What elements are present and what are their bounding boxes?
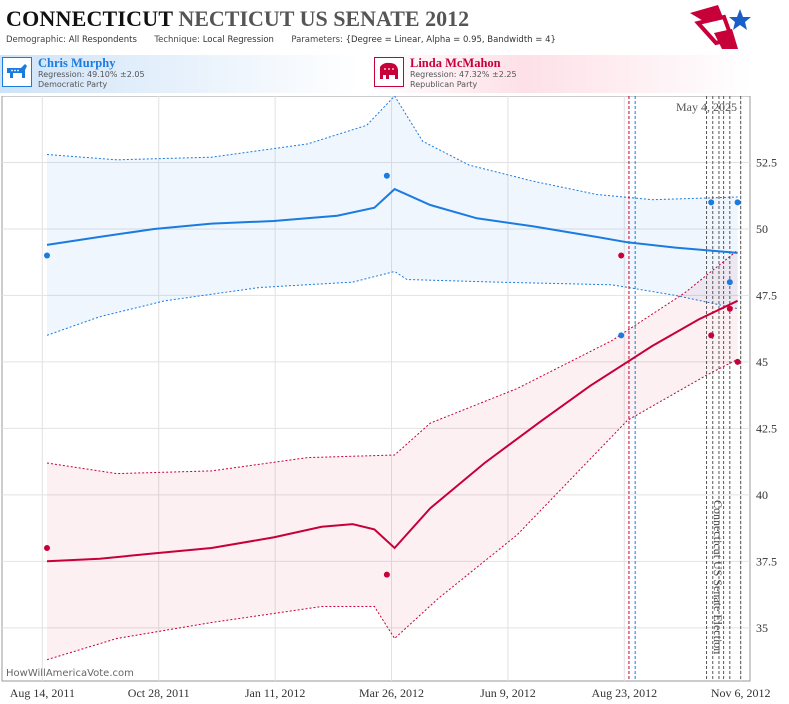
- technique-value: Local Regression: [202, 35, 274, 45]
- title-race: NECTICUT US SENATE 2012: [178, 6, 470, 31]
- parameters-row: Demographic: All Respondents Technique: …: [6, 35, 556, 45]
- x-tick-label: Oct 28, 2011: [128, 686, 190, 700]
- candidate-party: Republican Party: [410, 80, 478, 89]
- x-tick-label: Aug 23, 2012: [591, 686, 657, 700]
- elephant-icon: [374, 57, 404, 87]
- x-tick-label: Jan 11, 2012: [245, 686, 306, 700]
- site-logo-icon: [690, 5, 751, 49]
- candidate-name: Chris Murphy: [38, 56, 116, 70]
- lower-bound-line: [46, 270, 738, 336]
- y-tick-label: 40: [756, 488, 768, 502]
- x-tick-label: Aug 14, 2011: [10, 686, 75, 700]
- title-state: CONNECTICUT: [6, 6, 174, 31]
- poll-point: [726, 305, 733, 312]
- candidate-regression: Regression: 49.10% ±2.05: [38, 70, 145, 79]
- x-tick-label: Jun 9, 2012: [480, 686, 536, 700]
- y-tick-label: 45: [756, 355, 768, 369]
- demographic-label: Demographic:: [6, 35, 67, 45]
- x-tick-label: Nov 6, 2012: [711, 686, 771, 700]
- y-tick-label: 50: [756, 222, 768, 236]
- poll-point: [726, 279, 733, 286]
- y-tick-label: 42.5: [756, 421, 777, 435]
- parameters-label: Parameters:: [291, 35, 343, 45]
- election-line-label: Connecticut US Senate Election: [711, 500, 725, 655]
- poll-chart: Aug 14, 2011 Oct 28, 2011 Jan 11, 2012 Mar …: [1, 96, 777, 700]
- candidate-name: Linda McMahon: [410, 56, 501, 70]
- poll-point: [44, 252, 51, 259]
- candidate-legend: Chris Murphy Regression: 49.10% ±2.05 De…: [0, 55, 751, 95]
- chart-title: CONNECTICUT NECTICUT US SENATE 2012: [6, 6, 706, 34]
- poll-point: [383, 571, 390, 578]
- trend-line: [46, 299, 739, 563]
- site-credit: HowWillAmericaVote.com: [6, 668, 134, 679]
- donkey-icon: [2, 57, 32, 87]
- x-tick-label: Mar 26, 2012: [359, 686, 424, 700]
- upper-bound-line: [46, 96, 738, 201]
- poll-point: [383, 172, 390, 179]
- demographic-value: All Respondents: [68, 35, 137, 45]
- upper-bound-line: [46, 249, 738, 475]
- poll-point: [708, 332, 715, 339]
- poll-point: [734, 358, 741, 365]
- poll-point: [618, 332, 625, 339]
- candidate-republican: Linda McMahon Regression: 47.32% ±2.25 R…: [372, 55, 751, 93]
- candidate-party: Democratic Party: [38, 80, 108, 89]
- technique-label: Technique:: [154, 35, 201, 45]
- candidate-regression: Regression: 47.32% ±2.25: [410, 70, 517, 79]
- y-tick-label: 47.5: [756, 288, 777, 302]
- poll-point: [44, 545, 51, 552]
- y-tick-label: 35: [756, 621, 768, 635]
- poll-point: [734, 199, 741, 206]
- lower-bound-line: [46, 358, 738, 661]
- candidate-democrat: Chris Murphy Regression: 49.10% ±2.05 De…: [0, 55, 360, 93]
- y-tick-label: 52.5: [756, 155, 777, 169]
- poll-point: [618, 252, 625, 259]
- y-tick-label: 37.5: [756, 554, 777, 568]
- confidence-band: [47, 250, 738, 660]
- parameters-value: {Degree = Linear, Alpha = 0.95, Bandwidt…: [345, 35, 556, 45]
- plot-area: [1, 96, 751, 682]
- current-date: May 4, 2025: [676, 100, 737, 114]
- poll-point: [708, 199, 715, 206]
- confidence-band: [47, 96, 738, 336]
- trend-line: [46, 187, 738, 254]
